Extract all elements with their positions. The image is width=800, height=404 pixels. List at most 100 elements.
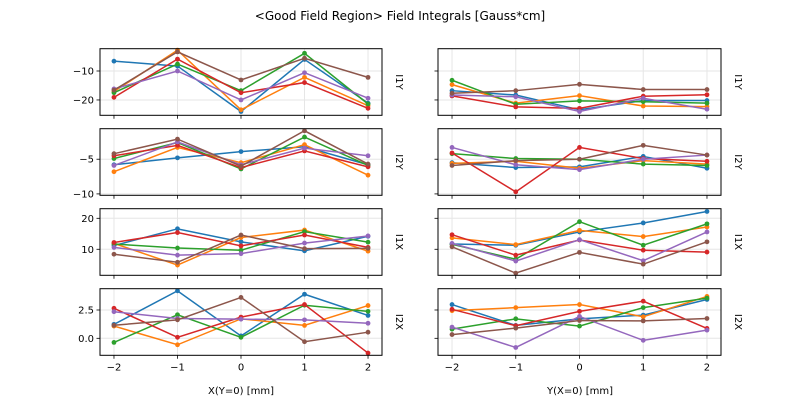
data-point-series-3: [302, 134, 307, 140]
data-point-series-5: [111, 245, 117, 250]
data-point-series-4: [577, 145, 582, 150]
data-point-series-4: [513, 189, 519, 195]
data-point-series-1: [365, 313, 371, 318]
data-point-series-6: [513, 88, 519, 94]
chart-title: <Good Field Region> Field Integrals [Gau…: [255, 9, 545, 23]
data-point-series-4: [513, 104, 519, 110]
data-point-series-6: [238, 232, 244, 238]
x-tick-label: 0: [238, 362, 244, 373]
data-point-series-2: [111, 169, 117, 175]
data-point-series-6: [513, 270, 519, 276]
data-point-series-2: [577, 227, 582, 233]
data-point-series-1: [449, 302, 455, 307]
data-point-series-2: [640, 103, 646, 109]
data-point-series-6: [302, 55, 307, 61]
data-point-series-6: [704, 316, 710, 321]
data-point-series-4: [365, 105, 371, 111]
y-tick-label: −10: [73, 189, 94, 200]
data-point-series-4: [449, 306, 455, 312]
data-point-series-3: [238, 334, 244, 340]
axes-frame: [99, 128, 383, 196]
y-axis-label: I1Y: [393, 74, 404, 90]
data-point-series-4: [175, 334, 180, 340]
data-point-series-6: [640, 261, 646, 267]
data-point-series-5: [449, 324, 455, 330]
subplot-i1x-y: I1X: [434, 208, 743, 279]
data-point-series-6: [175, 317, 180, 323]
data-point-series-4: [365, 350, 371, 356]
data-point-series-4: [449, 232, 455, 238]
x-axis-label-left: X(Y=0) [mm]: [208, 386, 274, 397]
data-point-series-6: [111, 322, 117, 328]
data-point-series-1: [175, 155, 180, 161]
data-point-series-5: [640, 95, 646, 101]
data-point-series-3: [175, 61, 180, 67]
data-point-series-4: [175, 56, 180, 62]
data-point-series-4: [111, 240, 117, 245]
x-tick-label: 1: [640, 362, 646, 373]
data-point-series-5: [513, 258, 519, 264]
data-point-series-6: [640, 87, 646, 92]
data-point-series-5: [577, 109, 582, 114]
data-point-series-6: [365, 74, 371, 80]
data-point-series-4: [175, 142, 180, 148]
data-point-series-3: [577, 323, 582, 329]
data-point-series-6: [449, 163, 455, 168]
data-point-series-5: [302, 240, 307, 246]
data-point-series-6: [449, 90, 455, 96]
data-point-series-5: [238, 316, 244, 322]
data-point-series-4: [302, 232, 307, 238]
data-point-series-4: [175, 230, 180, 235]
data-point-series-3: [704, 295, 710, 301]
data-point-series-3: [238, 247, 244, 253]
data-point-series-5: [449, 145, 455, 150]
data-point-series-1: [238, 149, 244, 154]
data-point-series-2: [513, 242, 519, 248]
data-point-series-3: [513, 316, 519, 322]
data-point-series-6: [302, 128, 307, 134]
data-point-series-6: [577, 318, 582, 323]
y-tick-label: 0.0: [78, 334, 94, 345]
subplot-i2x-y: −2 −1 0 1 2 I2X: [434, 288, 743, 373]
data-point-series-5: [365, 153, 371, 159]
data-point-series-5: [365, 320, 371, 326]
data-point-series-2: [302, 322, 307, 328]
data-point-series-6: [175, 259, 180, 265]
data-point-series-4: [238, 90, 244, 96]
data-point-series-5: [365, 233, 371, 239]
y-axis-label: I1Y: [732, 74, 743, 90]
data-point-series-5: [513, 162, 519, 168]
subplot-i2y-x: −5 −10 I2Y: [73, 128, 404, 200]
data-point-series-6: [704, 152, 710, 158]
x-tick-label: −1: [170, 362, 185, 373]
data-point-series-5: [238, 251, 244, 257]
data-point-series-2: [513, 305, 519, 311]
data-point-series-3: [577, 219, 582, 225]
data-point-series-6: [513, 325, 519, 331]
data-point-series-5: [513, 94, 519, 100]
x-tick-label: −2: [445, 362, 460, 373]
data-point-series-2: [577, 302, 582, 307]
data-point-series-6: [577, 156, 582, 162]
data-point-series-5: [365, 95, 371, 101]
axes-frame: [437, 128, 722, 196]
data-point-series-1: [704, 209, 710, 214]
data-point-series-6: [238, 163, 244, 169]
data-point-series-3: [577, 98, 582, 104]
data-point-series-6: [365, 245, 371, 251]
y-axis-label: I2X: [732, 314, 743, 330]
data-point-series-6: [640, 318, 646, 324]
data-point-series-2: [640, 314, 646, 320]
subplot-i2x-x: −2 −1 0 1 2 2.5 0.0 I2X: [78, 288, 404, 373]
data-point-series-1: [175, 226, 180, 232]
x-tick-label: 1: [301, 362, 307, 373]
data-point-series-5: [704, 106, 710, 112]
data-point-series-5: [577, 314, 582, 319]
data-point-series-2: [640, 234, 646, 239]
data-point-series-5: [704, 327, 710, 333]
data-point-series-1: [302, 291, 307, 297]
data-point-series-6: [365, 161, 371, 167]
data-point-series-3: [640, 242, 646, 248]
data-point-series-4: [640, 298, 646, 304]
